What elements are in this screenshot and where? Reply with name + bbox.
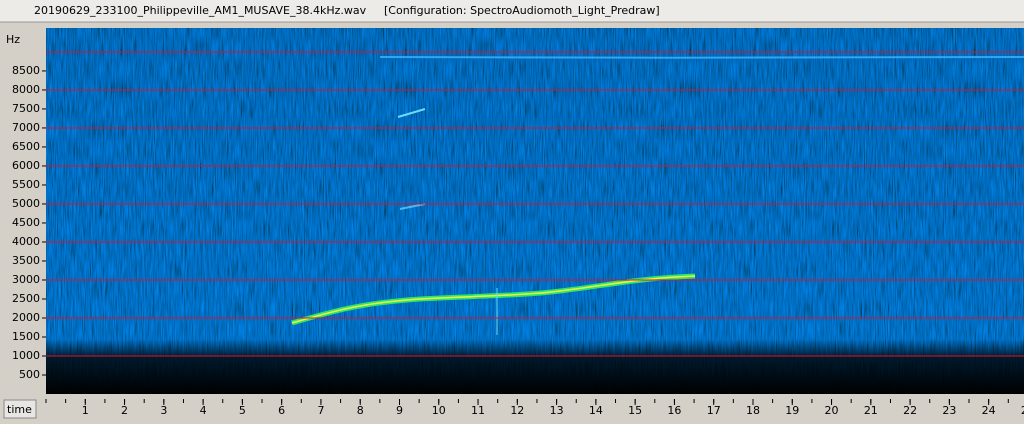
x-tick-label: 12 bbox=[510, 404, 524, 417]
x-tick-label: 19 bbox=[785, 404, 799, 417]
time-axis-bar bbox=[0, 396, 1024, 424]
x-tick-label: 24 bbox=[982, 404, 996, 417]
y-tick-label: 2500 bbox=[12, 292, 40, 305]
x-tick-label: 14 bbox=[589, 404, 603, 417]
x-tick-label: 22 bbox=[903, 404, 917, 417]
x-tick-label: 7 bbox=[317, 404, 324, 417]
faint-trace bbox=[399, 203, 426, 210]
x-tick-label: 9 bbox=[396, 404, 403, 417]
faint-trace bbox=[397, 108, 426, 118]
y-tick-label: 1000 bbox=[12, 349, 40, 362]
y-tick-label: 2000 bbox=[12, 311, 40, 324]
x-tick-label: 21 bbox=[864, 404, 878, 417]
y-tick-label: 3000 bbox=[12, 273, 40, 286]
y-tick-label: 6500 bbox=[12, 140, 40, 153]
y-tick-label: 5000 bbox=[12, 197, 40, 210]
time-label-box bbox=[3, 399, 37, 419]
unit-label: Hz bbox=[6, 33, 20, 46]
x-tick-label: 1 bbox=[82, 404, 89, 417]
y-tick-label: 6000 bbox=[12, 159, 40, 172]
y-tick-label: 4000 bbox=[12, 235, 40, 248]
configuration: [Configuration: SpectroAudiomoth_Light_P… bbox=[384, 4, 660, 17]
y-tick-label: 3500 bbox=[12, 254, 40, 267]
y-tick-label: 5500 bbox=[12, 178, 40, 191]
filename: 20190629_233100_Philippeville_AM1_MUSAVE… bbox=[34, 4, 367, 17]
y-tick-label: 7000 bbox=[12, 121, 40, 134]
x-tick-label: 2 bbox=[121, 404, 128, 417]
x-tick-label: 15 bbox=[628, 404, 642, 417]
x-tick-label: 18 bbox=[746, 404, 760, 417]
x-tick-label: 4 bbox=[200, 404, 207, 417]
y-tick-label: 8000 bbox=[12, 83, 40, 96]
x-tick-label: 11 bbox=[471, 404, 485, 417]
y-tick-label: 1500 bbox=[12, 330, 40, 343]
x-tick-label: 16 bbox=[667, 404, 681, 417]
x-tick-label: 13 bbox=[550, 404, 564, 417]
axes: 500 1000 1500 2000 2500 3000 3500 4000 4500 5000 5… bbox=[12, 64, 1024, 417]
x-tick-label: 3 bbox=[160, 404, 167, 417]
y-tick-label: 8500 bbox=[12, 64, 40, 77]
x-tick-label: 6 bbox=[278, 404, 285, 417]
x-tick-label: 8 bbox=[357, 404, 364, 417]
x-tick-label: 10 bbox=[432, 404, 446, 417]
x-tick-label: 5 bbox=[239, 404, 246, 417]
low-frequency-shade bbox=[46, 28, 1024, 394]
tone-trace bbox=[379, 56, 1024, 59]
y-tick-label: 4500 bbox=[12, 216, 40, 229]
signal-traces bbox=[291, 56, 1024, 335]
x-tick-label: 23 bbox=[942, 404, 956, 417]
time-label: time bbox=[7, 403, 32, 416]
chirp-core bbox=[291, 275, 696, 324]
y-tick-label: 7500 bbox=[12, 102, 40, 115]
x-tick-label: 20 bbox=[825, 404, 839, 417]
x-tick-label: 25 bbox=[1021, 404, 1024, 417]
title-bar bbox=[0, 0, 1024, 22]
x-tick-label: 17 bbox=[707, 404, 721, 417]
grid bbox=[46, 51, 1024, 357]
y-tick-label: 500 bbox=[19, 368, 40, 381]
